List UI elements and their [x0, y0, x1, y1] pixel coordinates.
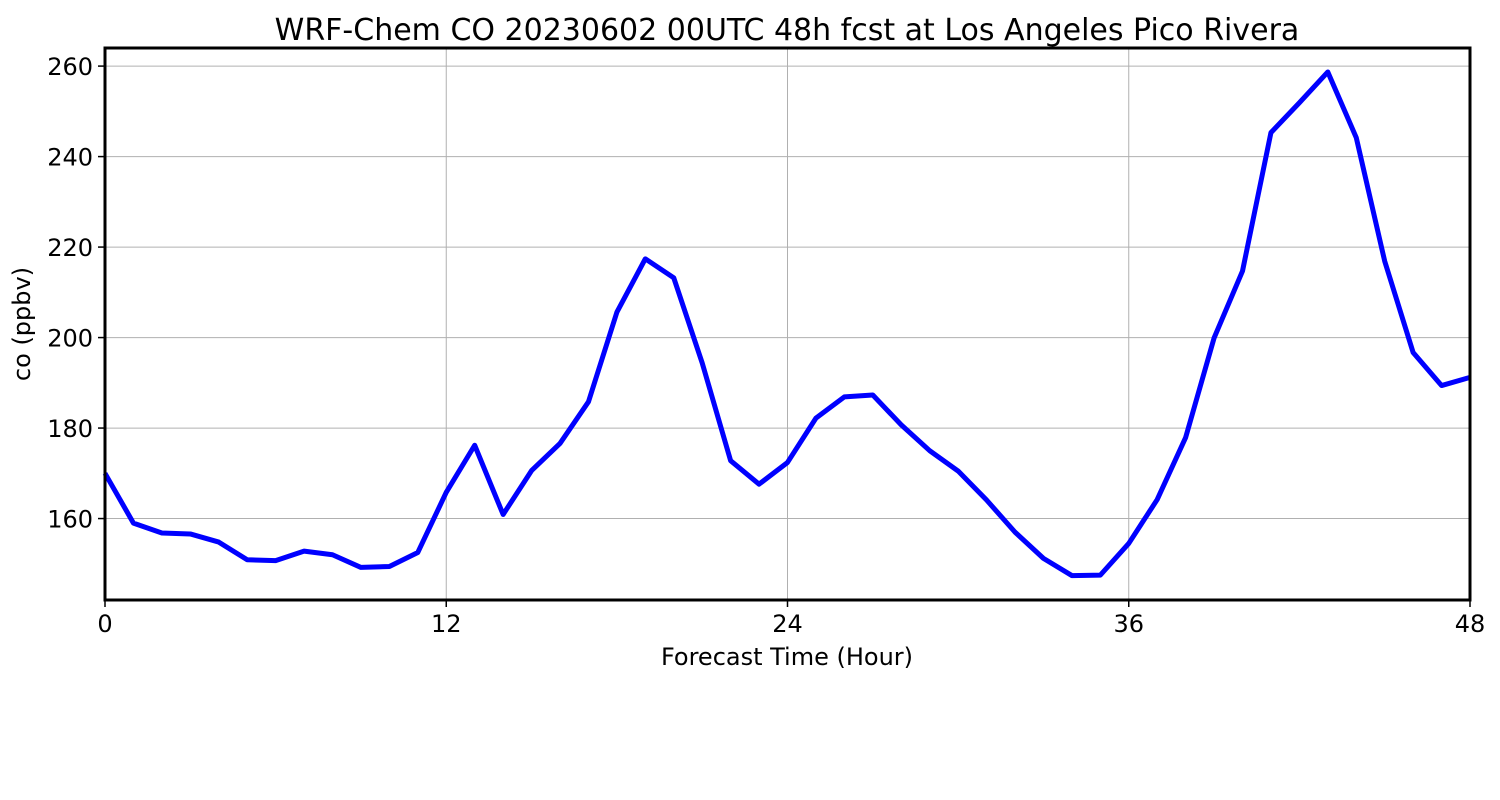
- series-line: [102, 69, 1471, 579]
- x-tick-label: 24: [772, 610, 803, 638]
- y-tick-label: 220: [47, 234, 93, 262]
- x-tick-label: 12: [431, 610, 462, 638]
- series-layer: [102, 69, 1471, 579]
- x-axis-title: Forecast Time (Hour): [661, 643, 913, 671]
- y-axis-title: co (ppbv): [8, 267, 36, 381]
- y-tick-label: 260: [47, 53, 93, 81]
- y-axis: 160 180 200 220 240 260: [47, 53, 105, 534]
- x-tick-label: 48: [1455, 610, 1486, 638]
- x-axis: 0 12 24 36 48: [97, 600, 1485, 638]
- x-tick-label: 0: [97, 610, 112, 638]
- y-tick-label: 200: [47, 325, 93, 353]
- y-tick-label: 160: [47, 506, 93, 534]
- gridlines: [104, 48, 1471, 600]
- chart-title: WRF-Chem CO 20230602 00UTC 48h fcst at L…: [275, 13, 1300, 48]
- y-tick-label: 180: [47, 415, 93, 443]
- y-tick-label: 240: [47, 144, 93, 172]
- x-tick-label: 36: [1113, 610, 1144, 638]
